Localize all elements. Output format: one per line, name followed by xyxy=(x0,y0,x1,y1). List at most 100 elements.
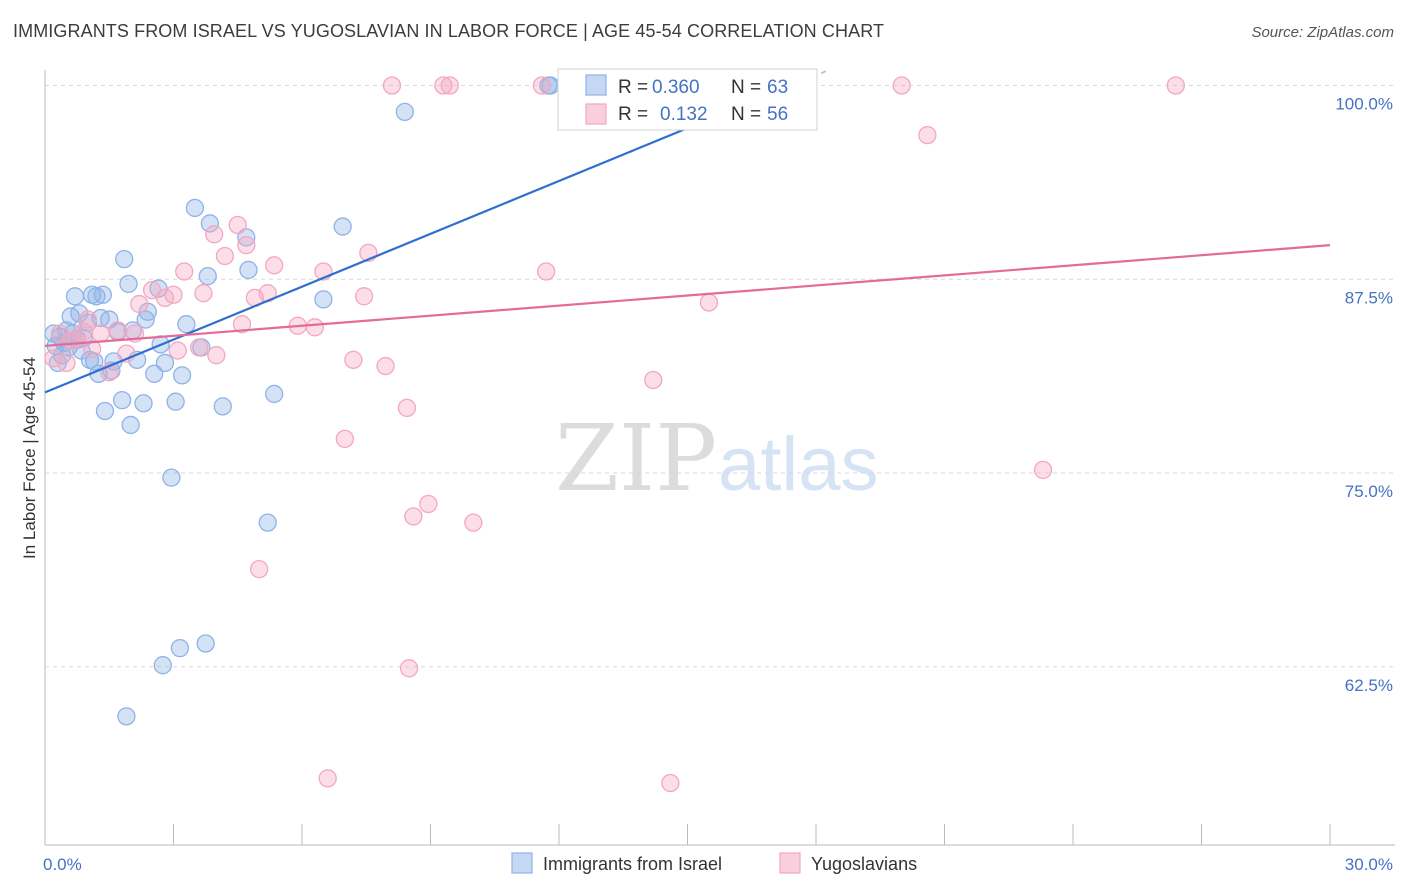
legend-swatch-yugo xyxy=(779,852,801,874)
yugoslavian-point xyxy=(434,76,453,95)
yugoslavian-point xyxy=(194,284,213,303)
israel-point xyxy=(65,287,85,306)
stats-israel-r-label: R = xyxy=(618,77,648,98)
yugoslavian-point xyxy=(205,225,224,244)
israel-point xyxy=(258,513,277,532)
yugoslavian-point xyxy=(130,294,149,314)
chart-title: IMMIGRANTS FROM ISRAEL VS YUGOSLAVIAN IN… xyxy=(13,21,885,41)
yugoslavian-point xyxy=(335,429,354,449)
series-israel-points xyxy=(44,76,560,726)
stats-swatch-israel xyxy=(585,74,607,96)
yugoslavian-point xyxy=(215,246,235,266)
israel-point xyxy=(166,392,185,411)
x-tick-label-max: 30.0% xyxy=(1345,855,1393,874)
yugoslavian-point xyxy=(419,494,438,514)
israel-point xyxy=(155,353,175,373)
stats-yugo-r-value: 0.132 xyxy=(660,104,708,125)
watermark-atlas: atlas xyxy=(718,422,879,507)
yugoslavian-point xyxy=(661,773,680,793)
israel-point xyxy=(177,315,196,334)
israel-point xyxy=(395,102,414,121)
israel-point xyxy=(134,394,153,413)
israel-point xyxy=(213,397,232,416)
israel-point xyxy=(115,249,134,269)
yugoslavian-point xyxy=(78,310,97,329)
yugoslavian-point xyxy=(164,285,183,304)
yugoslavian-point xyxy=(440,76,459,95)
israel-point xyxy=(185,198,205,218)
yugoslavian-point xyxy=(397,398,417,418)
yugoslavian-point xyxy=(232,315,252,334)
israel-point xyxy=(314,290,333,309)
yugoslavian-point xyxy=(318,769,337,788)
legend-label-israel: Immigrants from Israel xyxy=(543,854,722,874)
y-tick-label: 75.0% xyxy=(1345,482,1393,501)
israel-point xyxy=(196,634,215,653)
israel-point xyxy=(200,214,220,233)
stats-israel-n-label: N = xyxy=(731,77,761,98)
stats-swatch-yugo xyxy=(585,103,607,125)
yugoslavian-point xyxy=(207,346,226,365)
yugoslavian-point xyxy=(918,125,937,145)
y-tick-label: 100.0% xyxy=(1335,95,1393,114)
israel-point xyxy=(172,366,192,385)
trend-line-israel xyxy=(44,120,706,394)
legend-swatch-israel xyxy=(511,852,533,874)
israel-point xyxy=(121,415,140,435)
yugoslavian-point xyxy=(57,353,76,373)
israel-point xyxy=(265,384,284,404)
yugoslavian-point xyxy=(265,256,284,275)
israel-point xyxy=(112,390,132,410)
yugoslavian-point xyxy=(190,338,209,357)
yugoslavian-point xyxy=(1166,76,1185,95)
israel-point xyxy=(333,217,352,236)
stats-yugo-n-label: N = xyxy=(731,104,761,125)
yugoslavian-point xyxy=(344,350,363,370)
stats-israel-r-value: 0.360 xyxy=(652,77,700,98)
yugoslavian-point xyxy=(699,293,719,312)
yugoslavian-point xyxy=(382,76,402,95)
yugoslavian-point xyxy=(305,318,325,337)
yugoslavian-point xyxy=(91,324,110,343)
yugoslavian-point xyxy=(644,370,663,390)
yugoslavian-point xyxy=(892,76,911,95)
chart-source: Source: ZipAtlas.com xyxy=(1251,24,1394,41)
yugoslavian-point xyxy=(537,262,556,281)
x-tick-label-min: 0.0% xyxy=(43,855,82,874)
stats-israel-n-value: 63 xyxy=(767,77,788,98)
israel-point xyxy=(95,401,115,421)
yugoslavian-point xyxy=(376,356,395,376)
yugoslavian-point xyxy=(464,513,483,532)
stats-yugo-r-label: R = xyxy=(618,104,648,125)
israel-point xyxy=(117,707,136,726)
yugoslavian-point xyxy=(228,215,247,235)
watermark: ZIP atlas xyxy=(555,405,879,512)
legend: Immigrants from Israel Yugoslavians xyxy=(511,852,917,874)
yugoslavian-point xyxy=(108,321,127,340)
legend-label-yugo: Yugoslavians xyxy=(811,854,917,874)
israel-point xyxy=(239,260,258,280)
stats-yugo-n-value: 56 xyxy=(767,104,788,125)
series-yugoslavians-points xyxy=(44,76,1185,793)
yugoslavian-point xyxy=(1033,460,1053,480)
israel-point xyxy=(87,287,106,306)
israel-point xyxy=(119,274,138,294)
watermark-zip: ZIP xyxy=(555,405,717,512)
yugoslavian-point xyxy=(82,339,102,359)
stats-box: R = 0.360 N = 63 R = 0.132 N = 56 xyxy=(557,68,818,131)
yugoslavian-point xyxy=(237,235,256,255)
israel-point xyxy=(145,364,164,383)
israel-point xyxy=(93,285,112,304)
israel-point xyxy=(198,266,217,286)
axes xyxy=(44,70,1395,846)
israel-point xyxy=(237,228,256,247)
yugoslavian-point xyxy=(404,507,423,526)
yugoslavian-point xyxy=(532,76,552,95)
tick-labels: 100.0% 87.5% 75.0% 62.5% 0.0% 30.0% xyxy=(43,95,1393,875)
israel-point xyxy=(162,468,181,487)
yugoslavian-point xyxy=(354,287,374,306)
yugoslavian-point xyxy=(168,341,187,360)
yugoslavian-point xyxy=(175,262,194,281)
yugoslavian-point xyxy=(250,559,269,579)
